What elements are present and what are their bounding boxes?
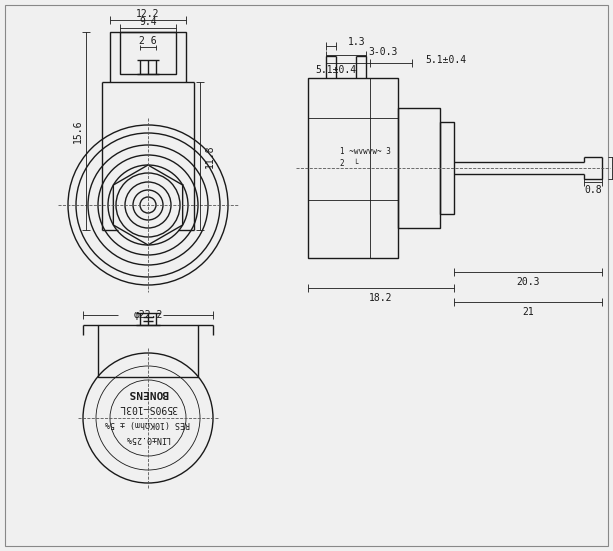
Text: 2 6: 2 6 [139, 36, 157, 46]
Text: 21: 21 [522, 307, 534, 317]
Bar [110, 32, 186, 82]
Bar [308, 78, 398, 258]
Text: 5.1±0.4: 5.1±0.4 [425, 55, 466, 65]
Text: 0.8: 0.8 [584, 185, 602, 195]
Text: 11.8: 11.8 [205, 144, 215, 168]
Bar [398, 108, 440, 228]
Text: RES (10KΩhm) ± 5%: RES (10KΩhm) ± 5% [105, 419, 191, 428]
Text: 1.3: 1.3 [348, 37, 365, 47]
Bar [98, 325, 198, 377]
Text: 3590S‒103L: 3590S‒103L [119, 403, 177, 413]
Text: 5.1±0.4: 5.1±0.4 [316, 65, 357, 75]
Text: 1 ~wvwvw~ 3: 1 ~wvwvw~ 3 [340, 148, 391, 156]
Bar [120, 32, 176, 74]
Text: 9.4: 9.4 [139, 17, 157, 27]
Text: 20.3: 20.3 [516, 277, 540, 287]
Text: BONENS: BONENS [128, 388, 168, 398]
Text: 3-0.3: 3-0.3 [368, 47, 397, 57]
Text: 12.2: 12.2 [136, 9, 160, 19]
Text: 2  └: 2 └ [340, 159, 359, 168]
Text: 18.2: 18.2 [369, 293, 393, 303]
Text: 15.6: 15.6 [73, 119, 83, 143]
Text: LIN±0.25%: LIN±0.25% [126, 434, 170, 442]
Bar [440, 122, 454, 214]
Text: φ22.2: φ22.2 [133, 310, 162, 320]
